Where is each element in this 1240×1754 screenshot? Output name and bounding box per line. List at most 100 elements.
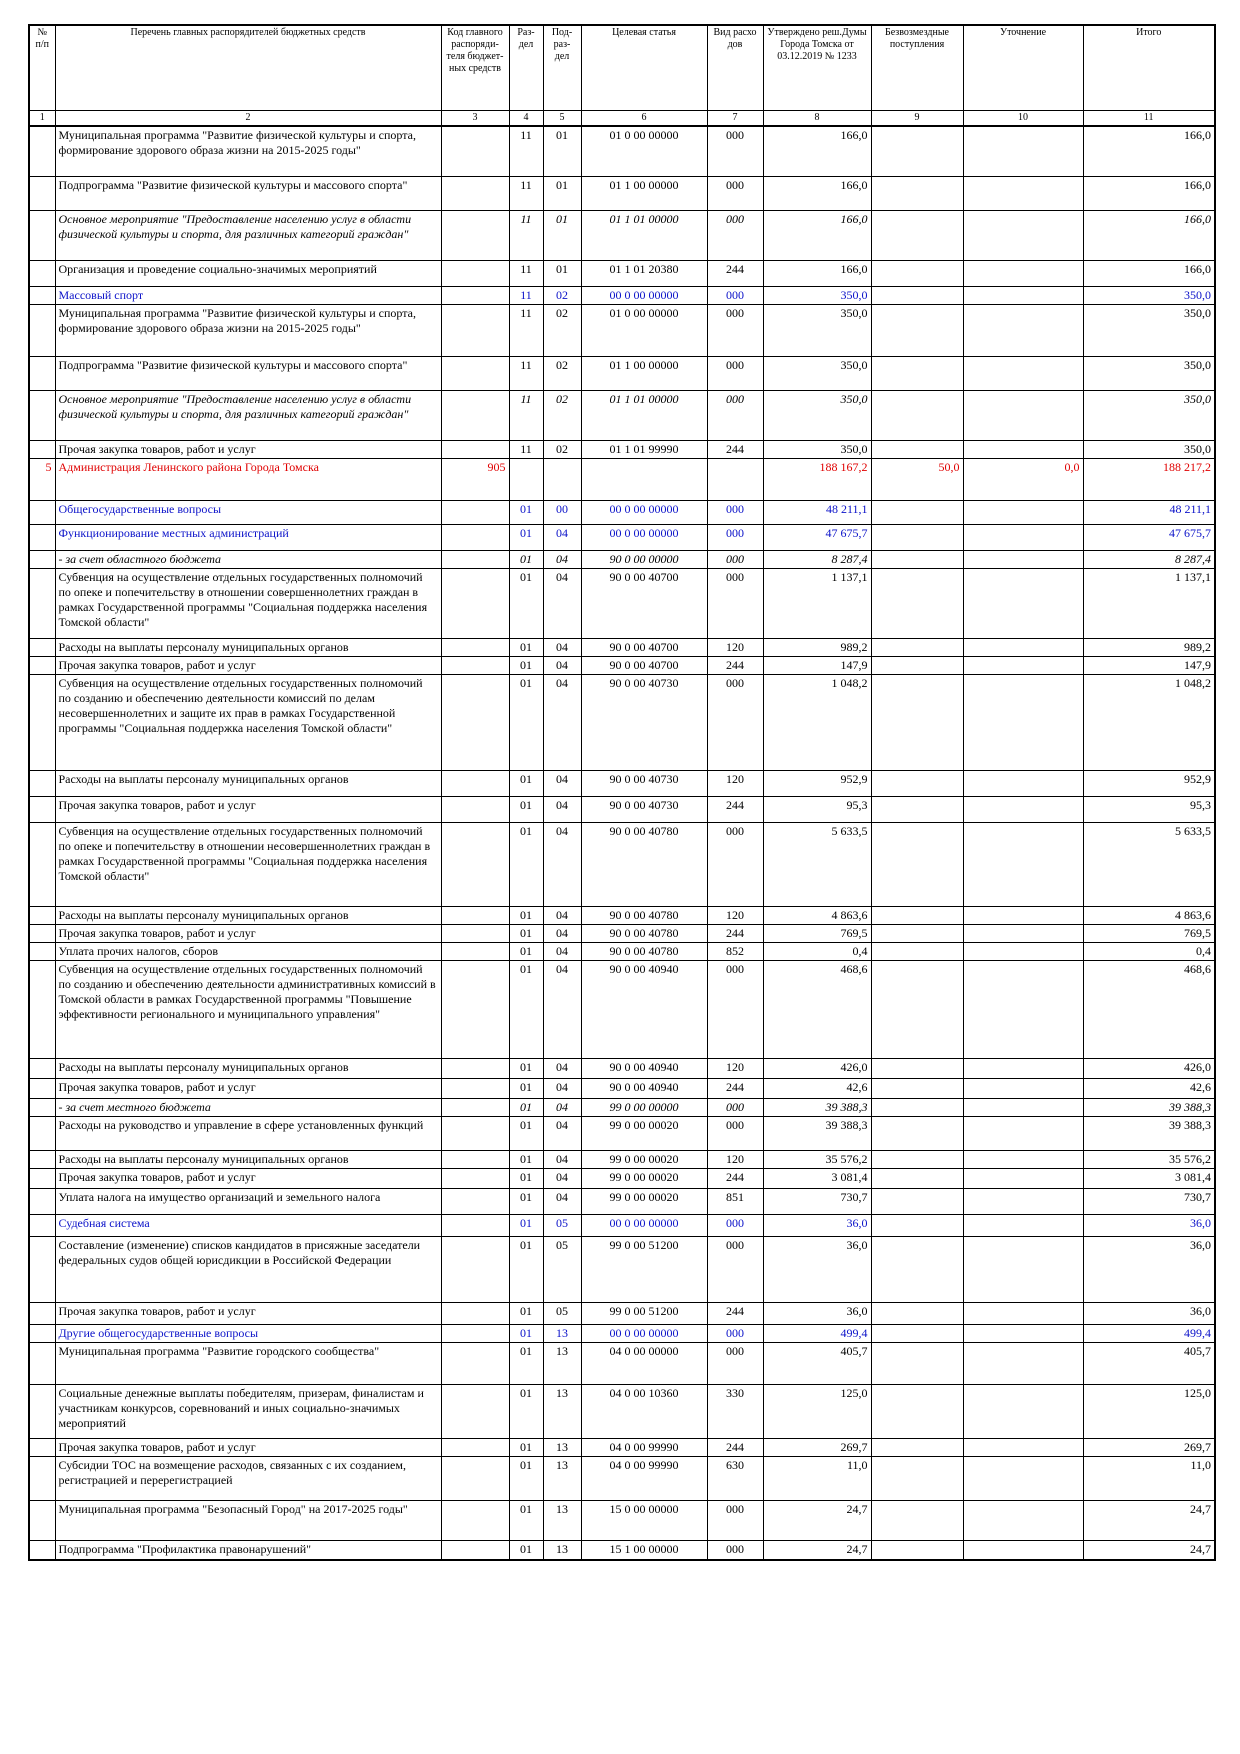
row-podrazdel-cell: 04 — [542, 959, 582, 1059]
table-row: Муниципальная программа "Развитие физиче… — [28, 303, 1216, 357]
row-code-cell — [440, 567, 510, 639]
row-podrazdel-cell: 04 — [542, 1097, 582, 1117]
row-vid-cell: 000 — [706, 1499, 764, 1541]
row-podrazdel-cell: 04 — [542, 795, 582, 823]
row-name-cell: Субвенция на осуществление отдельных гос… — [54, 673, 442, 771]
row-target-cell: 04 0 00 10360 — [580, 1383, 708, 1439]
row-target-cell: 99 0 00 00020 — [580, 1187, 708, 1215]
row-itogo-cell: 1 137,1 — [1082, 567, 1216, 639]
header-utoch: Уточнение — [962, 24, 1084, 111]
row-itogo-cell: 166,0 — [1082, 125, 1216, 177]
row-itogo-cell: 95,3 — [1082, 795, 1216, 823]
row-bezv-cell — [870, 567, 964, 639]
row-num-cell — [28, 821, 56, 907]
row-num-cell — [28, 959, 56, 1059]
row-razdel-cell: 01 — [508, 1115, 544, 1151]
row-podrazdel-cell: 02 — [542, 285, 582, 305]
row-name-cell: Прочая закупка товаров, работ и услуг — [54, 439, 442, 459]
row-num-cell — [28, 209, 56, 261]
row-vid-cell: 000 — [706, 175, 764, 211]
row-name-cell: Муниципальная программа "Развитие физиче… — [54, 125, 442, 177]
row-utoch-cell — [962, 821, 1084, 907]
row-utoch-cell — [962, 1077, 1084, 1099]
row-itogo-cell: 952,9 — [1082, 769, 1216, 797]
row-vid-cell: 244 — [706, 923, 764, 943]
row-podrazdel-cell: 04 — [542, 1187, 582, 1215]
row-utoch-cell — [962, 655, 1084, 675]
row-bezv-cell — [870, 1341, 964, 1385]
row-target-cell: 90 0 00 00000 — [580, 549, 708, 569]
row-bezv-cell — [870, 1097, 964, 1117]
row-razdel-cell: 11 — [508, 259, 544, 287]
table-row: Прочая закупка товаров, работ и услуг 01 0… — [28, 655, 1216, 675]
row-utoch-cell — [962, 499, 1084, 525]
row-razdel-cell: 01 — [508, 959, 544, 1059]
row-utoch-cell — [962, 1341, 1084, 1385]
row-bezv-cell — [870, 1437, 964, 1457]
row-approved-cell: 47 675,7 — [762, 523, 872, 551]
row-razdel-cell: 01 — [508, 795, 544, 823]
row-name-cell: Судебная система — [54, 1213, 442, 1237]
row-name-cell: Другие общегосударственные вопросы — [54, 1323, 442, 1343]
row-bezv-cell — [870, 175, 964, 211]
table-row: Прочая закупка товаров, работ и услуг 11 0… — [28, 439, 1216, 459]
row-num-cell — [28, 1077, 56, 1099]
row-code-cell — [440, 1187, 510, 1215]
row-bezv-cell — [870, 959, 964, 1059]
table-row: Уплата прочих налогов, сборов 01 04 90 0 00… — [28, 941, 1216, 961]
row-utoch-cell — [962, 125, 1084, 177]
row-num-cell — [28, 439, 56, 459]
row-name-cell: Муниципальная программа "Развитие городс… — [54, 1341, 442, 1385]
row-target-cell: 90 0 00 40780 — [580, 905, 708, 925]
row-approved-cell: 350,0 — [762, 389, 872, 441]
row-bezv-cell — [870, 125, 964, 177]
row-code-cell — [440, 1437, 510, 1457]
row-target-cell: 00 0 00 00000 — [580, 1213, 708, 1237]
row-bezv-cell — [870, 941, 964, 961]
row-target-cell: 04 0 00 00000 — [580, 1341, 708, 1385]
row-razdel-cell: 01 — [508, 499, 544, 525]
row-utoch-cell — [962, 795, 1084, 823]
row-code-cell — [440, 523, 510, 551]
row-itogo-cell: 39 388,3 — [1082, 1115, 1216, 1151]
row-code-cell — [440, 303, 510, 357]
table-row: Массовый спорт 11 02 00 0 00 00000 000 350,0 3… — [28, 285, 1216, 305]
row-bezv-cell — [870, 303, 964, 357]
row-approved-cell: 39 388,3 — [762, 1115, 872, 1151]
row-utoch-cell — [962, 285, 1084, 305]
row-itogo-cell: 0,4 — [1082, 941, 1216, 961]
column-number: 5 — [542, 110, 582, 127]
table-row: Подпрограмма "Профилактика правонарушени… — [28, 1539, 1216, 1561]
row-itogo-cell: 24,7 — [1082, 1499, 1216, 1541]
row-target-cell: 99 0 00 51200 — [580, 1301, 708, 1325]
row-razdel-cell — [508, 457, 544, 501]
row-name-cell: Расходы на выплаты персоналу муниципальн… — [54, 769, 442, 797]
column-numbers-row: 1 2 3 4 5 6 7 8 9 10 11 — [28, 110, 1216, 127]
table-row: Составление (изменение) списков кандидат… — [28, 1235, 1216, 1303]
row-code-cell: 905 — [440, 457, 510, 501]
row-approved-cell: 499,4 — [762, 1323, 872, 1343]
row-approved-cell: 269,7 — [762, 1437, 872, 1457]
row-razdel-cell: 01 — [508, 1341, 544, 1385]
row-podrazdel-cell — [542, 457, 582, 501]
row-num-cell — [28, 1455, 56, 1501]
column-number: 10 — [962, 110, 1084, 127]
row-itogo-cell: 350,0 — [1082, 439, 1216, 459]
row-name-cell: Подпрограмма "Развитие физической культу… — [54, 355, 442, 391]
row-utoch-cell — [962, 905, 1084, 925]
row-bezv-cell — [870, 1383, 964, 1439]
row-bezv-cell — [870, 769, 964, 797]
header-code: Код главного распоряди-теля бюджет-ных с… — [440, 24, 510, 111]
row-num-cell — [28, 1301, 56, 1325]
row-name-cell: Расходы на выплаты персоналу муниципальн… — [54, 637, 442, 657]
row-num-cell — [28, 1323, 56, 1343]
row-approved-cell: 166,0 — [762, 259, 872, 287]
row-podrazdel-cell: 13 — [542, 1341, 582, 1385]
row-code-cell — [440, 1539, 510, 1561]
row-utoch-cell — [962, 1437, 1084, 1457]
row-razdel-cell: 01 — [508, 1077, 544, 1099]
row-bezv-cell — [870, 637, 964, 657]
row-razdel-cell: 01 — [508, 1187, 544, 1215]
table-row: Муниципальная программа "Безопасный Горо… — [28, 1499, 1216, 1541]
row-name-cell: Основное мероприятие "Предоставление нас… — [54, 389, 442, 441]
